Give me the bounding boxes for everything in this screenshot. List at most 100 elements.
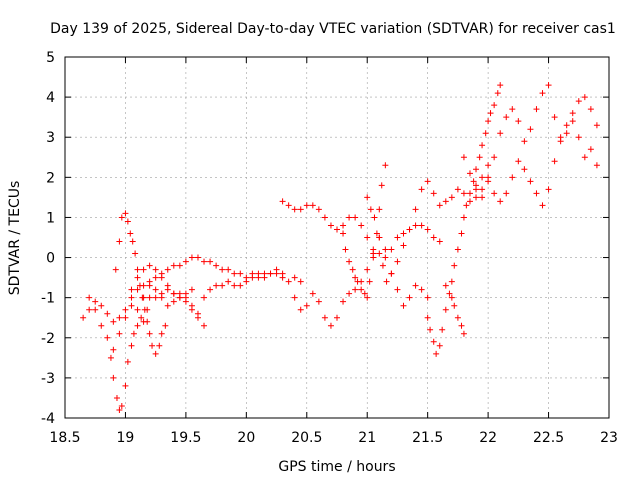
data-point — [460, 154, 467, 161]
data-point — [152, 294, 159, 301]
data-point — [129, 238, 136, 245]
data-point — [136, 282, 143, 289]
data-point — [364, 294, 371, 301]
data-point — [460, 330, 467, 337]
data-point — [442, 306, 449, 313]
series-track-f — [279, 198, 443, 261]
data-point — [473, 186, 480, 193]
data-point — [141, 306, 148, 313]
data-point — [394, 258, 401, 265]
grid-layer — [65, 57, 609, 418]
data-point — [364, 194, 371, 201]
data-point — [128, 342, 135, 349]
data-point — [207, 258, 214, 265]
data-point — [249, 274, 256, 281]
data-point — [394, 286, 401, 293]
data-point — [128, 302, 135, 309]
data-point — [112, 266, 119, 273]
data-point — [118, 402, 125, 409]
x-tick-label: 20 — [237, 430, 255, 446]
data-point — [213, 262, 220, 269]
data-point — [188, 286, 195, 293]
x-axis-label: GPS time / hours — [278, 459, 395, 475]
series-track-h — [340, 162, 389, 301]
data-point — [430, 338, 437, 345]
data-point — [162, 322, 169, 329]
data-point — [127, 230, 134, 237]
x-tick-label: 19.5 — [170, 430, 201, 446]
data-point — [139, 294, 146, 301]
data-point — [201, 322, 208, 329]
data-point — [479, 194, 486, 201]
data-point — [291, 274, 298, 281]
y-tick-label: 4 — [46, 90, 55, 106]
data-point — [194, 314, 201, 321]
data-point — [152, 350, 159, 357]
data-point — [346, 258, 353, 265]
data-point — [132, 250, 139, 257]
data-point — [439, 326, 446, 333]
data-point — [378, 182, 385, 189]
data-point — [382, 254, 389, 261]
data-point — [303, 302, 310, 309]
data-point — [442, 198, 449, 205]
data-point — [122, 382, 129, 389]
data-point — [116, 330, 123, 337]
data-point — [533, 190, 540, 197]
data-point — [424, 314, 431, 321]
data-point — [113, 394, 120, 401]
data-point — [460, 190, 467, 197]
data-point — [418, 222, 425, 229]
series-track-d — [112, 210, 169, 357]
x-tick-label: 21.5 — [412, 430, 443, 446]
data-point — [354, 278, 361, 285]
data-point — [80, 314, 87, 321]
data-point — [394, 234, 401, 241]
data-point — [376, 234, 383, 241]
data-point — [418, 286, 425, 293]
data-point — [128, 294, 135, 301]
data-point — [557, 134, 564, 141]
data-point — [581, 94, 588, 101]
data-point — [146, 282, 153, 289]
data-point — [309, 290, 316, 297]
data-point — [164, 302, 171, 309]
data-point — [225, 266, 232, 273]
data-point — [460, 214, 467, 221]
data-point — [581, 154, 588, 161]
data-point — [124, 358, 131, 365]
data-point — [92, 298, 99, 305]
data-point — [370, 254, 377, 261]
data-point — [158, 274, 165, 281]
series-track-j — [424, 82, 504, 357]
data-point — [376, 206, 383, 213]
data-point — [144, 318, 151, 325]
data-point — [297, 278, 304, 285]
data-point — [110, 318, 117, 325]
data-point — [400, 302, 407, 309]
data-point — [110, 346, 117, 353]
data-point — [342, 246, 349, 253]
data-point — [303, 202, 310, 209]
data-point — [436, 238, 443, 245]
data-point — [152, 274, 159, 281]
data-point — [116, 238, 123, 245]
data-point — [533, 106, 540, 113]
data-point — [430, 234, 437, 241]
data-point — [545, 82, 552, 89]
data-point — [367, 206, 374, 213]
data-point — [346, 290, 353, 297]
x-tick-label: 22.5 — [533, 430, 564, 446]
data-point — [92, 306, 99, 313]
data-point — [176, 262, 183, 269]
data-point — [482, 130, 489, 137]
data-point — [485, 118, 492, 125]
data-point — [122, 314, 129, 321]
data-point — [138, 314, 145, 321]
data-point — [424, 294, 431, 301]
data-point — [509, 106, 516, 113]
data-point — [412, 222, 419, 229]
data-point — [243, 278, 250, 285]
data-point — [412, 206, 419, 213]
